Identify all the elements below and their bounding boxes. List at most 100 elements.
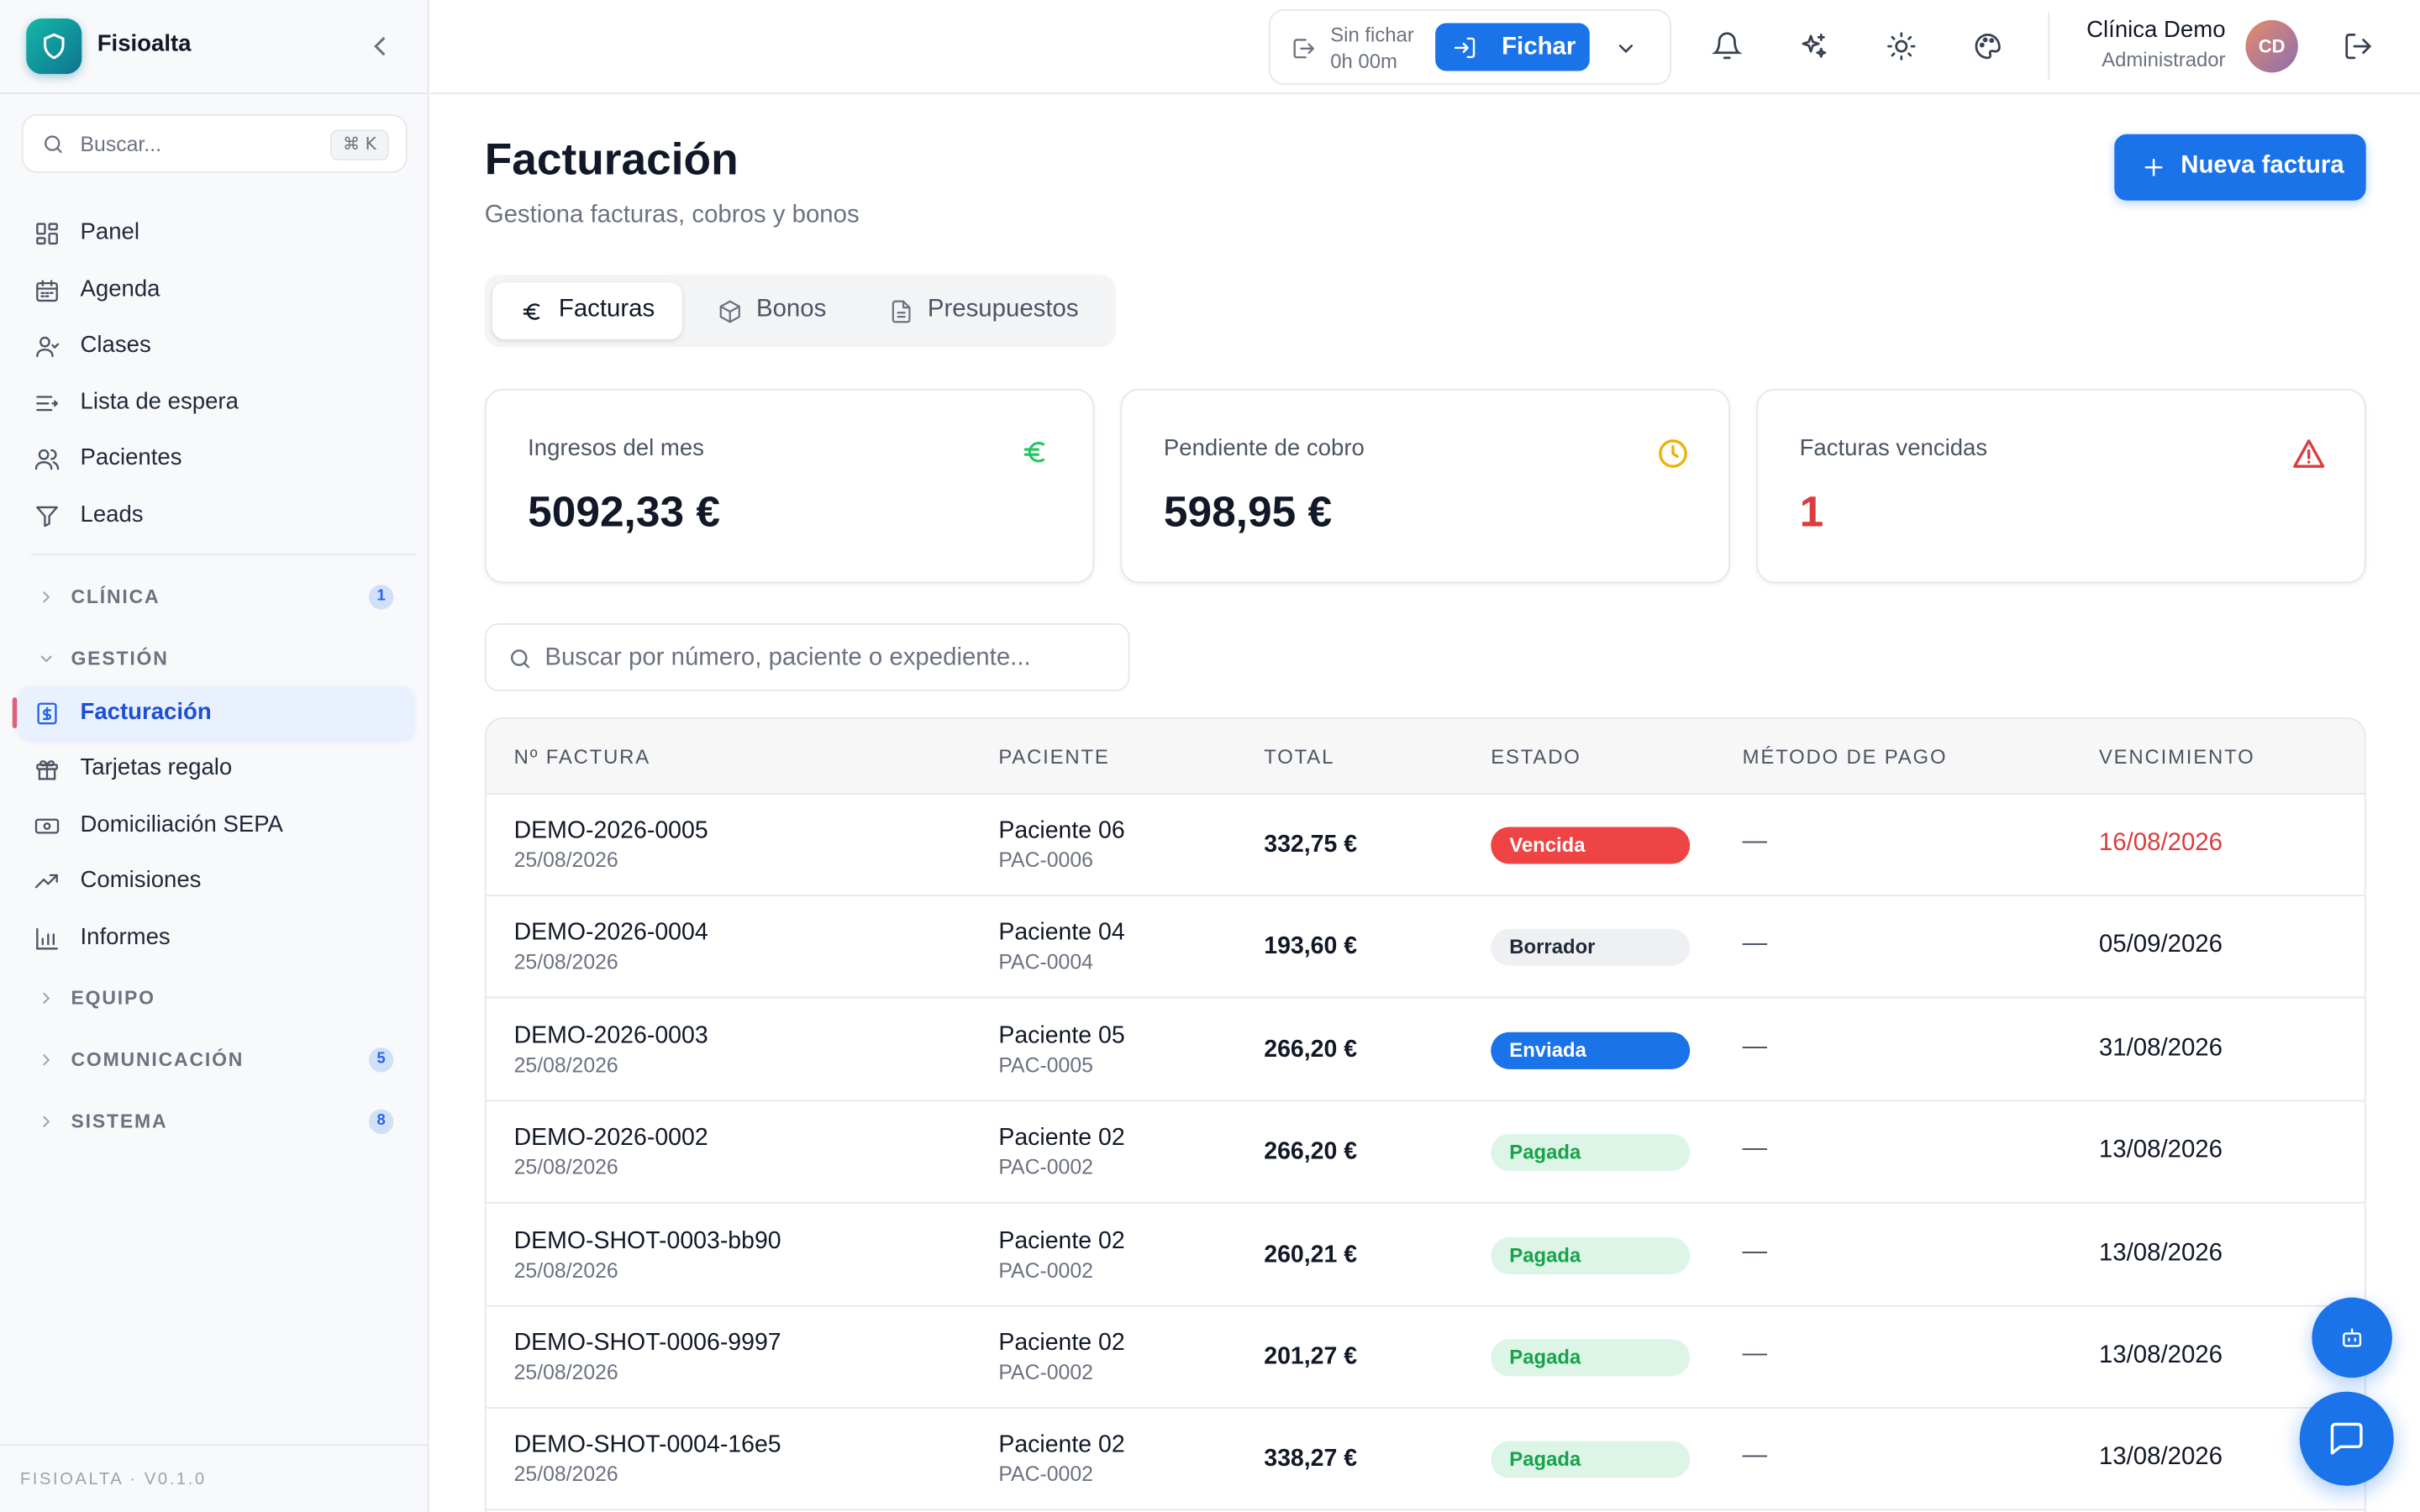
logout-icon[interactable]: [2343, 31, 2374, 62]
patient-name[interactable]: Paciente 05: [998, 1022, 1125, 1049]
table-row[interactable]: DEMO-2026-0005 25/08/2026 Paciente 06 PAC-0…: [486, 794, 2365, 897]
palette-icon[interactable]: [1972, 31, 2003, 62]
avatar[interactable]: CD: [2245, 19, 2298, 73]
euro-icon: [523, 303, 540, 320]
column-header-vencimiento[interactable]: VENCIMIENTO: [2098, 745, 2255, 769]
section-comunicacion[interactable]: COMUNICACIÓN 5: [18, 1040, 413, 1080]
sidebar-item-clases[interactable]: Clases: [18, 319, 413, 371]
tab-facturas[interactable]: Facturas: [492, 282, 682, 340]
sidebar-item-label: Panel: [80, 218, 139, 246]
section-clinica[interactable]: CLÍNICA 1: [18, 577, 413, 617]
sidebar-item-sepa[interactable]: Domiciliación SEPA: [18, 799, 413, 851]
chevron-right-icon: [43, 591, 50, 603]
stat-card-ingresos: Ingresos del mes 5092,33 €: [484, 388, 1095, 584]
invoice-total: 201,27 €: [1264, 1343, 1358, 1370]
sidebar-item-tarjetas-regalo[interactable]: Tarjetas regalo: [18, 742, 413, 794]
invoice-total: 332,75 €: [1264, 831, 1358, 858]
sun-icon[interactable]: [1886, 31, 1917, 62]
sparkles-icon[interactable]: [1798, 31, 1829, 62]
sidebar-item-informes[interactable]: Informes: [18, 911, 413, 963]
patient-code: PAC-0006: [998, 848, 1093, 872]
sidebar-item-label: Leads: [80, 501, 144, 528]
chevron-right-icon: [43, 1116, 50, 1127]
tab-label: Facturas: [558, 296, 655, 323]
invoice-date: 25/08/2026: [513, 951, 618, 974]
section-gestion[interactable]: GESTIÓN: [18, 638, 413, 679]
column-header-numero[interactable]: Nº FACTURA: [513, 745, 651, 769]
assistant-bot-button[interactable]: [2312, 1297, 2392, 1378]
tab-bonos[interactable]: Bonos: [690, 282, 854, 339]
invoice-total: 338,27 €: [1264, 1446, 1358, 1473]
column-header-metodo[interactable]: MÉTODO DE PAGO: [1742, 745, 1948, 769]
invoice-number[interactable]: DEMO-SHOT-0004-16e5: [513, 1432, 781, 1459]
sidebar-item-leads[interactable]: Leads: [18, 489, 413, 541]
section-label: SISTEMA: [71, 1110, 168, 1133]
invoice-number[interactable]: DEMO-2026-0005: [513, 817, 708, 844]
section-equipo[interactable]: EQUIPO: [18, 978, 413, 1018]
section-sistema[interactable]: SISTEMA 8: [18, 1101, 413, 1142]
invoice-date: 25/08/2026: [513, 1156, 618, 1179]
new-invoice-button[interactable]: Nueva factura: [2114, 134, 2366, 201]
patient-name[interactable]: Paciente 04: [998, 920, 1125, 947]
fichar-button[interactable]: Fichar: [1435, 23, 1590, 71]
table-row[interactable]: DEMO-SHOT-0006-9997 25/08/2026 Paciente 02…: [486, 1306, 2365, 1409]
patient-name[interactable]: Paciente 02: [998, 1227, 1125, 1254]
payment-method: —: [1742, 1033, 1768, 1060]
chevron-down-icon[interactable]: [1614, 37, 1638, 60]
table-row[interactable]: DEMO-2026-0004 25/08/2026 Paciente 04 PAC-0…: [486, 896, 2365, 1000]
sidebar-item-pacientes[interactable]: Pacientes: [18, 432, 413, 484]
clock-status: Sin fichar: [1330, 23, 1414, 47]
invoice-number[interactable]: DEMO-2026-0004: [513, 920, 708, 947]
message-square-icon: [2330, 1422, 2363, 1455]
invoice-number[interactable]: DEMO-SHOT-0003-bb90: [513, 1227, 781, 1254]
sidebar-item-lista-espera[interactable]: Lista de espera: [18, 376, 413, 428]
status-badge: Pagada: [1491, 1339, 1691, 1377]
patient-name[interactable]: Paciente 02: [998, 1330, 1125, 1357]
sidebar-divider: [30, 554, 417, 556]
sidebar-item-label: Agenda: [80, 276, 160, 302]
table-row[interactable]: DEMO-2026-0002 25/08/2026 Paciente 02 PAC-0…: [486, 1101, 2365, 1204]
stat-value: 5092,33 €: [528, 487, 720, 536]
sidebar-item-label: Clases: [80, 331, 151, 359]
brand-name: Fisioalta: [97, 30, 192, 57]
table-row[interactable]: DEMO-SHOT-0003-bb90 25/08/2026 Paciente 02…: [486, 1204, 2365, 1306]
payment-method: —: [1742, 1341, 1768, 1368]
sidebar-item-label: Informes: [80, 924, 171, 951]
invoice-number[interactable]: DEMO-SHOT-0006-9997: [513, 1330, 781, 1357]
status-badge: Pagada: [1491, 1441, 1691, 1479]
stat-card-pendiente: Pendiente de cobro 598,95 €: [1120, 388, 1730, 584]
chat-button[interactable]: [2299, 1391, 2394, 1486]
table-row[interactable]: DEMO-SHOT-0004-16e5 25/08/2026 Paciente 02…: [486, 1409, 2365, 1511]
sidebar-item-label: Domiciliación SEPA: [80, 811, 283, 838]
invoice-number[interactable]: DEMO-2026-0003: [513, 1022, 708, 1049]
column-header-estado[interactable]: ESTADO: [1491, 745, 1581, 769]
invoice-search-input[interactable]: [544, 640, 1116, 678]
tab-presupuestos[interactable]: Presupuestos: [861, 282, 1108, 339]
sidebar-item-label: Comisiones: [80, 867, 202, 894]
patient-code: PAC-0004: [998, 951, 1093, 974]
shield-logo-icon[interactable]: [26, 18, 82, 75]
invoice-date: 25/08/2026: [513, 1360, 618, 1384]
sidebar-item-panel[interactable]: Panel: [18, 207, 413, 259]
payment-method: —: [1742, 828, 1768, 855]
banknote-icon: [34, 818, 60, 834]
header-divider: [2048, 12, 2050, 81]
bell-icon[interactable]: [1711, 31, 1743, 62]
patient-name[interactable]: Paciente 06: [998, 817, 1125, 844]
invoice-date: 25/08/2026: [513, 1462, 618, 1487]
sidebar-search[interactable]: Buscar... ⌘ K: [21, 113, 408, 173]
sidebar-item-agenda[interactable]: Agenda: [18, 264, 413, 316]
patient-code: PAC-0002: [998, 1360, 1093, 1384]
column-header-paciente[interactable]: PACIENTE: [998, 745, 1110, 769]
collapse-sidebar-icon[interactable]: [364, 31, 395, 62]
patient-name[interactable]: Paciente 02: [998, 1432, 1125, 1459]
sidebar-item-facturacion[interactable]: Facturación: [18, 686, 414, 739]
section-label: COMUNICACIÓN: [71, 1048, 245, 1071]
invoice-number[interactable]: DEMO-2026-0002: [513, 1125, 708, 1152]
page-title: Facturación: [484, 135, 739, 186]
time-clock-widget: Sin fichar 0h 00m Fichar: [1268, 9, 1672, 86]
table-row[interactable]: DEMO-2026-0003 25/08/2026 Paciente 05 PAC-0…: [486, 999, 2365, 1102]
column-header-total[interactable]: TOTAL: [1264, 745, 1335, 769]
sidebar-item-comisiones[interactable]: Comisiones: [18, 855, 413, 907]
patient-name[interactable]: Paciente 02: [998, 1125, 1125, 1152]
